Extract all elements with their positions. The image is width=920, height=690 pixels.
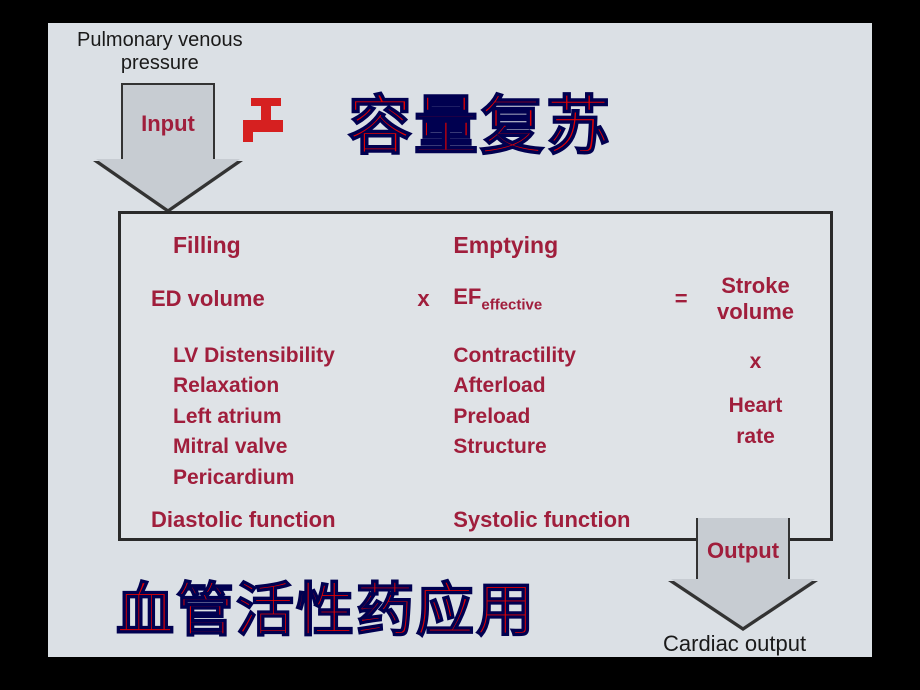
output-arrow-head-icon	[668, 581, 818, 631]
ef-effective-label: EFeffective	[453, 284, 661, 313]
systolic-function-label: Systolic function	[453, 507, 661, 533]
box-header-row: Filling Emptying	[151, 232, 810, 259]
output-arrow-body: Output	[696, 518, 790, 583]
equals-symbol: =	[661, 286, 701, 312]
output-label: Output	[707, 538, 779, 564]
input-arrow: Input	[93, 83, 243, 223]
heart-rate-block: x Heart rate	[701, 341, 810, 493]
list-item: Afterload	[453, 371, 661, 401]
diastolic-function-label: Diastolic function	[151, 507, 394, 533]
input-arrow-head-icon	[93, 161, 243, 213]
header-filling: Filling	[151, 232, 394, 259]
list-item: Structure	[453, 432, 661, 462]
pvp-line1: Pulmonary venous	[77, 29, 243, 51]
list-item: Preload	[453, 402, 661, 432]
list-item: Contractility	[453, 341, 661, 371]
output-arrow: Output	[668, 518, 818, 638]
box-formula-row: ED volume x EFeffective = Stroke volume	[151, 273, 810, 325]
title-cn-volume-resuscitation: 容量复苏	[348, 75, 612, 167]
times-symbol-2: x	[701, 347, 810, 377]
slide-card: Pulmonary venous pressure Input 容量复苏 Fil…	[45, 20, 875, 660]
ed-volume-label: ED volume	[151, 286, 394, 312]
cardiac-function-box: Filling Emptying ED volume x EFeffective…	[118, 211, 833, 541]
pvp-line2: pressure	[121, 52, 199, 74]
list-item: LV Distensibility	[173, 341, 394, 371]
header-emptying: Emptying	[453, 232, 661, 259]
cardiac-output-label: Cardiac output	[663, 631, 806, 657]
title-cn-vasoactive-drugs: 血管活性药应用	[116, 563, 536, 647]
faucet-icon	[243, 98, 293, 148]
pulmonary-venous-pressure-label: Pulmonary venous pressure	[77, 29, 243, 75]
list-item: Mitral valve	[173, 432, 394, 462]
input-label: Input	[141, 111, 195, 137]
filling-factors-list: LV Distensibility Relaxation Left atrium…	[151, 341, 394, 493]
list-item: Pericardium	[173, 463, 394, 493]
list-item: Left atrium	[173, 402, 394, 432]
input-arrow-body: Input	[121, 83, 215, 163]
emptying-factors-list: Contractility Afterload Preload Structur…	[453, 341, 661, 493]
times-symbol: x	[394, 286, 453, 312]
list-item: Relaxation	[173, 371, 394, 401]
box-factors-row: LV Distensibility Relaxation Left atrium…	[151, 341, 810, 493]
stroke-volume-label: Stroke volume	[701, 273, 810, 325]
